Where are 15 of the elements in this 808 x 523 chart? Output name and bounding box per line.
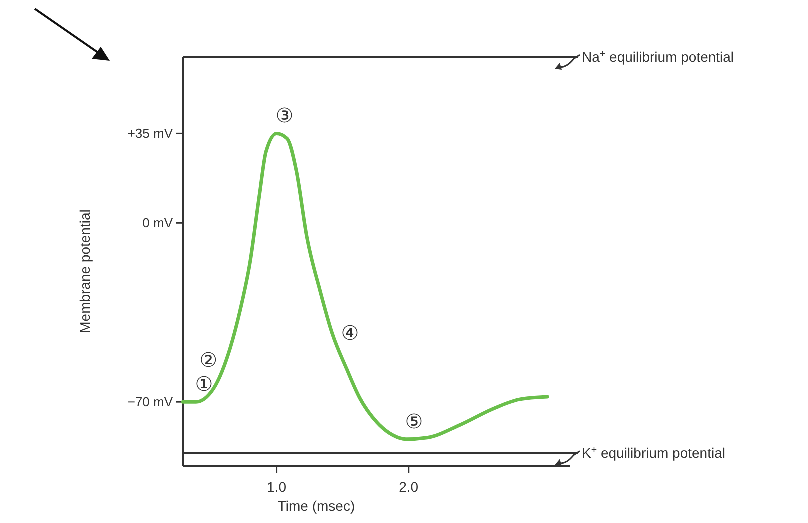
annotation: ④ xyxy=(341,321,360,346)
annotation: ② xyxy=(200,348,218,372)
ref-line-label: Na$^{+}$ equilibrium potential xyxy=(582,48,734,65)
annotation: ⑤ xyxy=(405,409,424,434)
y-tick-label: +35 mV xyxy=(128,126,174,142)
y-tick-label: 0 mV xyxy=(142,216,174,231)
annotation: ③ xyxy=(276,104,294,128)
x-axis-title: Time (msec) xyxy=(278,498,356,514)
x-tick-label: 1.0 xyxy=(267,479,287,495)
ref-line-label: K$^{+}$ equilibrium potential xyxy=(582,444,726,462)
annotation: ① xyxy=(195,372,214,396)
y-axis-title: Membrane potential xyxy=(77,210,93,334)
line-series xyxy=(181,132,550,442)
y-tick-label: −70 mV xyxy=(128,394,174,410)
x-tick-label: 2.0 xyxy=(399,479,419,495)
